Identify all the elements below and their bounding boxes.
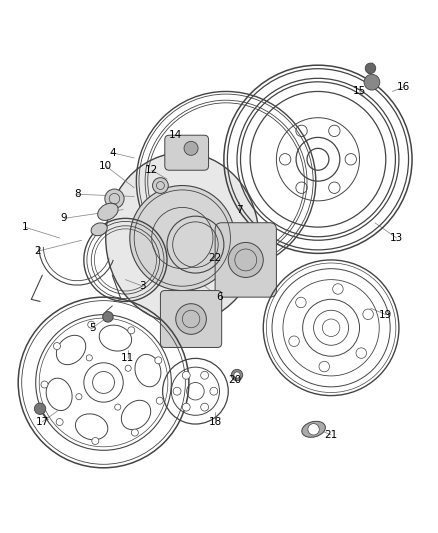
Circle shape [127, 327, 134, 334]
Text: 8: 8 [74, 189, 81, 199]
Ellipse shape [99, 325, 131, 351]
Circle shape [307, 424, 318, 435]
Text: 20: 20 [228, 375, 241, 385]
Circle shape [175, 304, 206, 334]
Circle shape [131, 429, 138, 436]
Ellipse shape [75, 414, 108, 440]
Text: 11: 11 [121, 353, 134, 364]
Text: 4: 4 [109, 148, 115, 158]
Ellipse shape [121, 400, 150, 430]
Circle shape [200, 403, 208, 411]
Circle shape [364, 63, 375, 74]
Text: 18: 18 [208, 417, 221, 427]
Text: 22: 22 [208, 253, 221, 263]
Text: 16: 16 [396, 82, 409, 92]
Text: 1: 1 [21, 222, 28, 232]
Circle shape [184, 141, 198, 155]
Circle shape [56, 418, 63, 425]
Text: 3: 3 [139, 281, 146, 291]
Circle shape [228, 243, 263, 278]
Circle shape [182, 403, 190, 411]
Circle shape [152, 177, 168, 193]
FancyBboxPatch shape [215, 223, 276, 297]
Circle shape [92, 438, 99, 445]
Text: 13: 13 [389, 233, 403, 243]
Text: 15: 15 [352, 86, 365, 96]
Text: 9: 9 [61, 213, 67, 223]
FancyBboxPatch shape [164, 135, 208, 170]
Circle shape [34, 403, 46, 415]
Circle shape [231, 369, 242, 381]
Text: 7: 7 [235, 205, 242, 215]
Text: 14: 14 [169, 130, 182, 140]
Ellipse shape [46, 378, 72, 410]
Ellipse shape [98, 203, 118, 221]
Circle shape [53, 343, 60, 350]
Text: 2: 2 [35, 246, 41, 256]
Circle shape [155, 357, 162, 364]
Text: 17: 17 [35, 417, 49, 427]
Text: 12: 12 [145, 165, 158, 175]
Text: 19: 19 [378, 310, 392, 320]
Circle shape [102, 312, 113, 322]
Circle shape [233, 372, 240, 378]
FancyBboxPatch shape [160, 290, 221, 348]
Circle shape [363, 74, 379, 90]
Circle shape [105, 189, 124, 208]
Text: 6: 6 [215, 292, 223, 302]
Circle shape [182, 372, 190, 379]
Circle shape [209, 387, 217, 395]
Circle shape [156, 397, 163, 404]
Text: 5: 5 [89, 323, 95, 333]
Circle shape [88, 321, 95, 328]
Text: 21: 21 [324, 430, 337, 440]
Circle shape [200, 372, 208, 379]
Text: 10: 10 [99, 161, 112, 171]
Ellipse shape [134, 354, 160, 387]
Circle shape [173, 387, 180, 395]
Ellipse shape [301, 421, 325, 437]
Ellipse shape [106, 153, 258, 324]
Circle shape [41, 381, 48, 388]
Ellipse shape [56, 335, 85, 365]
Circle shape [130, 185, 234, 290]
Ellipse shape [91, 223, 107, 236]
